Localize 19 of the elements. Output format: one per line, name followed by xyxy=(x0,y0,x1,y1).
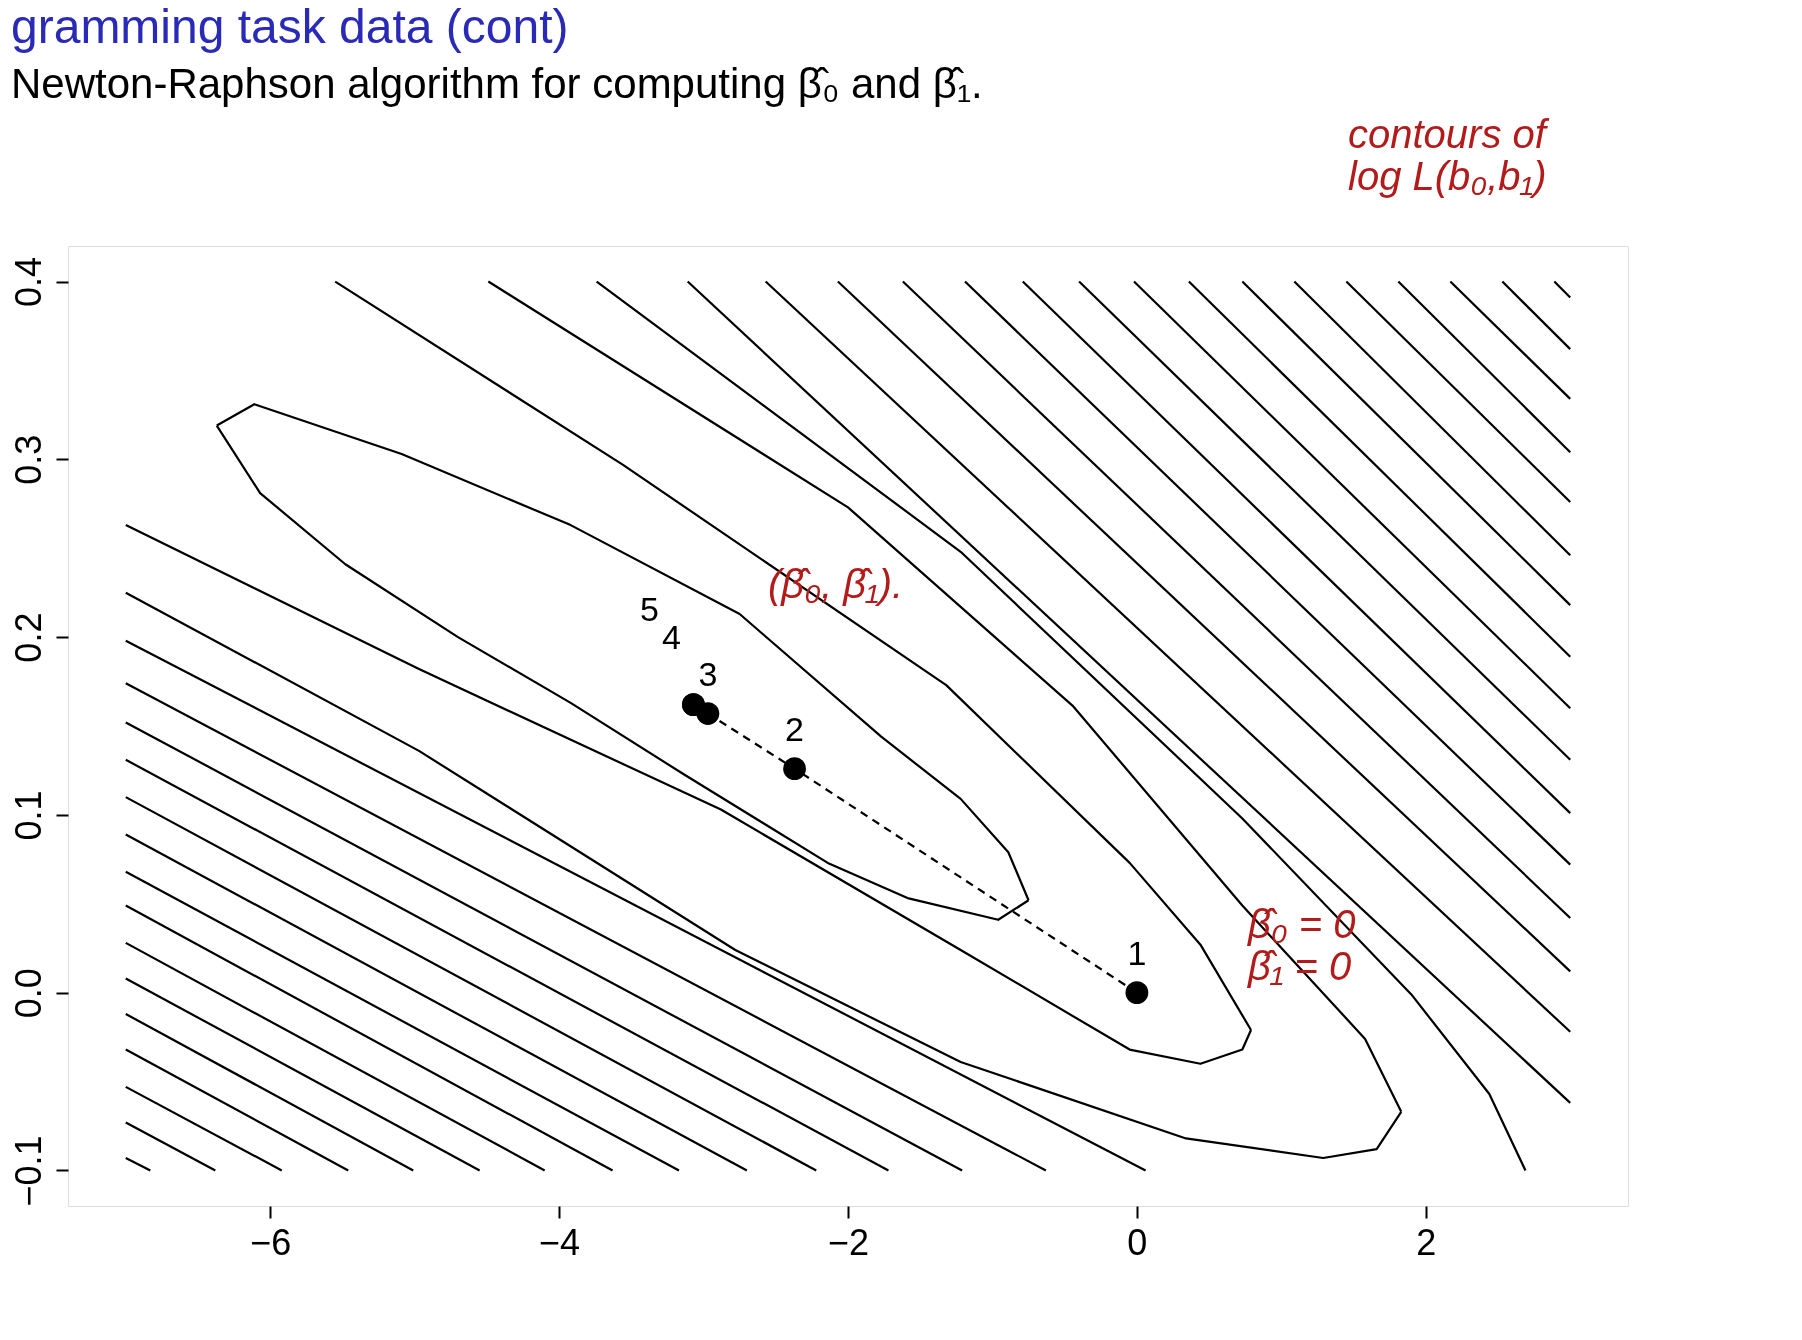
x-tick-label: 2 xyxy=(1416,1221,1437,1263)
y-tick-label: 0.0 xyxy=(7,968,49,1019)
text: contours of log L(b₀,b₁) xyxy=(1348,112,1550,198)
y-tick-label: 0.1 xyxy=(7,790,49,841)
y-tick-label: 0.4 xyxy=(7,257,49,308)
chart-title: gramming task data (cont) xyxy=(11,0,569,53)
annotation: 3 xyxy=(698,654,718,693)
annotation: 4 xyxy=(661,617,681,656)
x-tick-label: −2 xyxy=(827,1221,870,1263)
x-tick-label: 0 xyxy=(1127,1221,1148,1263)
annotation: 5 xyxy=(639,589,659,628)
annotation: 2 xyxy=(785,709,805,748)
y-tick-label: 0.2 xyxy=(7,612,49,663)
annotation: 1 xyxy=(1127,933,1147,972)
y-tick-label: 0.3 xyxy=(7,434,49,485)
x-tick-label: −4 xyxy=(539,1221,581,1263)
x-tick-label: −6 xyxy=(250,1221,292,1263)
chart-subtitle: Newton-Raphson algorithm for computing β̂₀ and β̂₁. xyxy=(11,60,983,107)
y-tick-label: −0.1 xyxy=(7,1135,49,1207)
